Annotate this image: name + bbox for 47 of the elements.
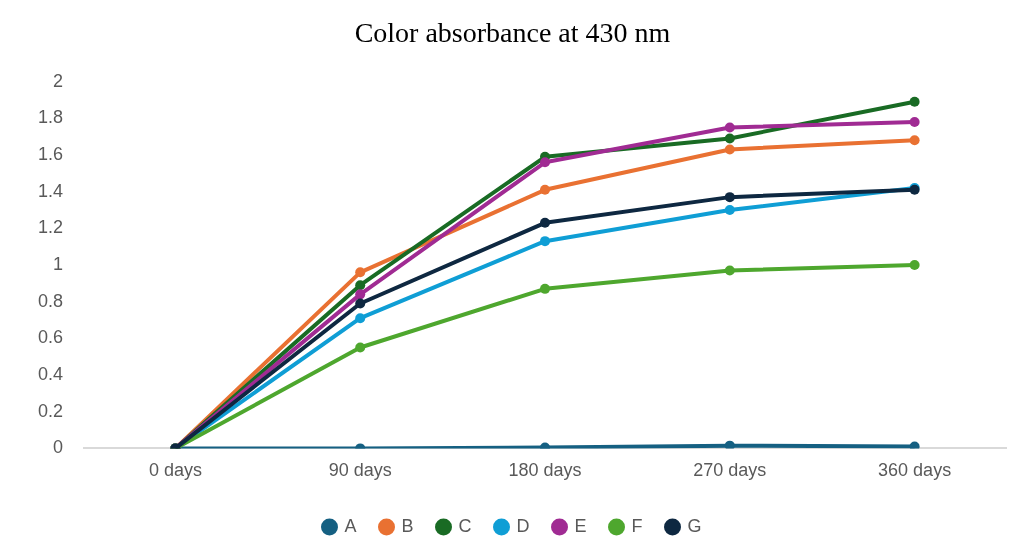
point [355,289,366,300]
point [540,283,551,294]
y-tick-label: 0 [53,437,64,458]
y-tick-label: 2 [53,70,64,91]
point [540,236,551,247]
y-tick-label: 0.2 [37,400,64,421]
point [355,280,366,291]
point [724,265,735,276]
y-tick-label: 1.8 [37,107,64,128]
legend-label: B [401,515,414,536]
x-tick-label: 180 days [508,460,582,481]
point [724,204,735,215]
point [724,122,735,133]
point [355,298,366,309]
point [909,441,920,449]
point [909,135,920,146]
x-tick-label: 270 days [693,460,767,481]
legend-label: E [574,515,587,536]
legend-label: G [687,515,702,536]
point [355,342,366,353]
point [724,192,735,203]
point [540,217,551,228]
point [724,133,735,144]
y-tick-label: 1.6 [37,143,64,164]
point [540,157,551,168]
y-tick-label: 0.6 [37,327,64,348]
legend-label: D [516,515,530,536]
y-tick-label: 0.4 [37,364,64,385]
point [355,313,366,324]
legend-label: A [344,515,357,536]
point [909,96,920,107]
y-tick-label: 1.2 [37,217,64,238]
point [355,267,366,278]
point [909,260,920,270]
chart-title: Color absorbance at 430 nm [354,17,671,49]
legend-label: C [458,515,472,536]
y-tick-label: 1.4 [37,180,64,201]
legend-label: F [631,515,643,536]
y-tick-label: 0.8 [37,290,64,311]
x-tick-label: 0 days [148,460,202,481]
x-tick-label: 90 days [328,460,392,481]
y-tick-label: 1 [53,253,64,274]
point [724,440,735,449]
point [724,144,735,155]
point [909,116,920,127]
x-tick-label: 360 days [878,460,952,481]
point [540,184,551,195]
